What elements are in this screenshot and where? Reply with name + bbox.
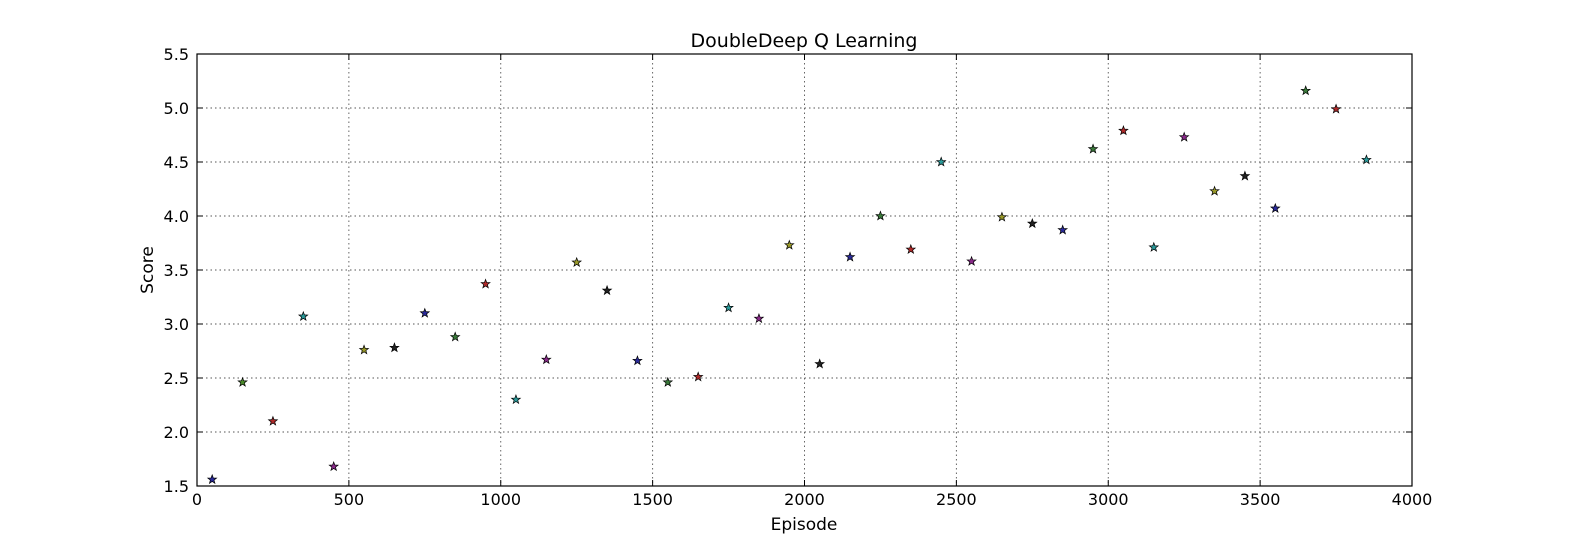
data-point — [389, 342, 400, 353]
data-point — [662, 376, 674, 387]
x-tick-label: 1500 — [632, 490, 673, 509]
data-point — [601, 284, 613, 296]
y-tick-label: 2.0 — [164, 423, 189, 442]
data-point — [1300, 85, 1312, 96]
data-point — [1330, 103, 1342, 114]
data-points — [206, 85, 1372, 485]
x-tick-label: 2500 — [936, 490, 977, 509]
y-tick-label: 3.5 — [164, 261, 189, 280]
data-point — [632, 355, 643, 366]
data-point — [935, 156, 947, 167]
data-point — [723, 302, 734, 313]
data-point — [1269, 202, 1281, 213]
y-axis-label: Score — [138, 246, 158, 294]
data-point — [1209, 185, 1220, 196]
chart-title: DoubleDeep Q Learning — [691, 30, 918, 52]
data-point — [571, 256, 583, 267]
data-point — [1087, 143, 1099, 154]
data-point — [996, 211, 1008, 222]
y-tick-label: 2.5 — [164, 369, 189, 388]
data-point — [540, 354, 552, 365]
data-point — [692, 371, 704, 382]
data-point — [358, 344, 370, 355]
data-point — [419, 307, 431, 318]
data-point — [480, 278, 491, 289]
data-point — [267, 415, 279, 426]
x-tick-label: 3500 — [1240, 490, 1281, 509]
y-tick-label: 5.5 — [164, 45, 189, 64]
data-point — [1239, 170, 1251, 181]
y-tick-label: 1.5 — [164, 477, 189, 496]
x-tick-label: 1000 — [480, 490, 521, 509]
data-point — [753, 312, 765, 324]
data-point — [966, 255, 977, 266]
data-point — [1361, 154, 1372, 165]
data-point — [449, 331, 461, 342]
data-point — [814, 358, 826, 369]
data-point — [297, 310, 309, 321]
x-axis-label: Episode — [771, 515, 838, 535]
x-tick-label: 4000 — [1392, 490, 1433, 509]
data-point — [783, 239, 795, 250]
y-tick-label: 3.0 — [164, 315, 189, 334]
data-point — [875, 210, 886, 221]
x-tick-label: 2000 — [784, 490, 825, 509]
y-tick-label: 4.5 — [164, 153, 189, 172]
y-tick-label: 4.0 — [164, 207, 189, 226]
data-point — [1118, 125, 1129, 136]
data-point — [1178, 131, 1190, 142]
y-tick-label: 5.0 — [164, 99, 189, 118]
data-point — [905, 243, 917, 255]
x-tick-label: 3000 — [1088, 490, 1129, 509]
data-point — [1057, 224, 1069, 235]
x-tick-label: 500 — [334, 490, 365, 509]
data-point — [206, 473, 218, 485]
grid — [197, 54, 1412, 486]
data-point — [844, 251, 856, 262]
data-point — [237, 376, 248, 387]
data-point — [328, 460, 340, 472]
data-point — [1026, 217, 1038, 229]
x-tick-label: 0 — [192, 490, 202, 509]
axis-ticks: 0 500 1000 1500 2000 2500 3000 3500 4000 1.5 2.0 2.… — [164, 45, 1433, 509]
data-point — [510, 393, 522, 405]
data-point — [1148, 241, 1160, 252]
